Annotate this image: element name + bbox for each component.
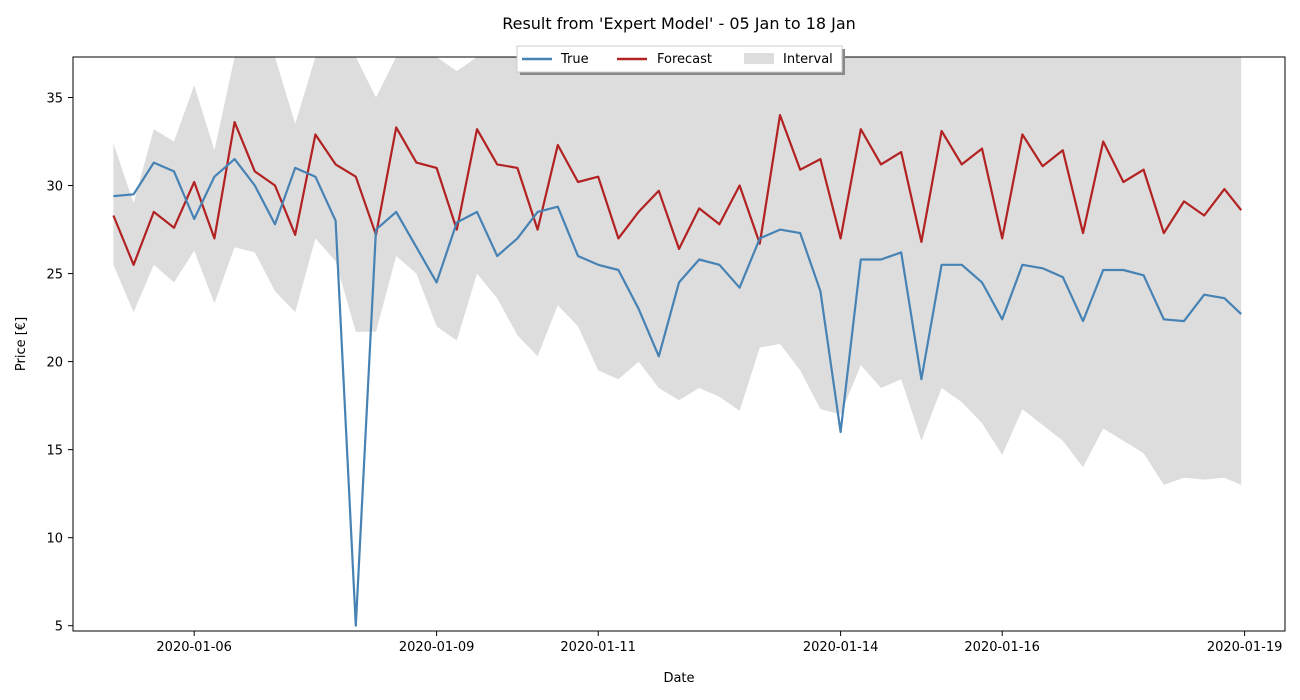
y-tick-label: 25: [46, 268, 63, 283]
x-tick-label: 2020-01-16: [964, 640, 1040, 655]
interval-band: [113, 57, 1242, 485]
y-axis-label: Price [€]: [14, 317, 29, 371]
series-line-forecast: [112, 113, 1243, 266]
plot-area: [112, 57, 1243, 627]
y-tick-label: 15: [46, 444, 63, 459]
x-tick-label: 2020-01-11: [560, 640, 636, 655]
chart-title: Result from 'Expert Model' - 05 Jan to 1…: [502, 14, 856, 33]
y-tick-label: 35: [46, 91, 63, 106]
x-axis: 2020-01-06 2020-01-09 2020-01-11 2020-01-14…: [156, 631, 1282, 655]
y-axis: 5 10 15 20 25 30 35: [46, 91, 73, 635]
x-tick-label: 2020-01-14: [803, 640, 879, 655]
series-line-true: [113, 158, 1242, 627]
y-tick-label: 20: [46, 356, 63, 371]
y-tick-label: 10: [46, 532, 63, 547]
legend-box: [516, 45, 843, 73]
legend-label-forecast: Forecast: [657, 52, 712, 67]
legend-swatch-interval: [744, 53, 774, 64]
y-tick-label: 30: [46, 180, 63, 195]
legend: True Forecast Interval: [516, 45, 845, 75]
x-tick-label: 2020-01-06: [156, 640, 232, 655]
legend-label-interval: Interval: [783, 52, 833, 67]
x-tick-label: 2020-01-19: [1207, 640, 1283, 655]
x-axis-label: Date: [663, 671, 694, 686]
x-tick-label: 2020-01-09: [399, 640, 475, 655]
y-tick-label: 5: [55, 620, 63, 635]
legend-label-true: True: [560, 52, 589, 67]
